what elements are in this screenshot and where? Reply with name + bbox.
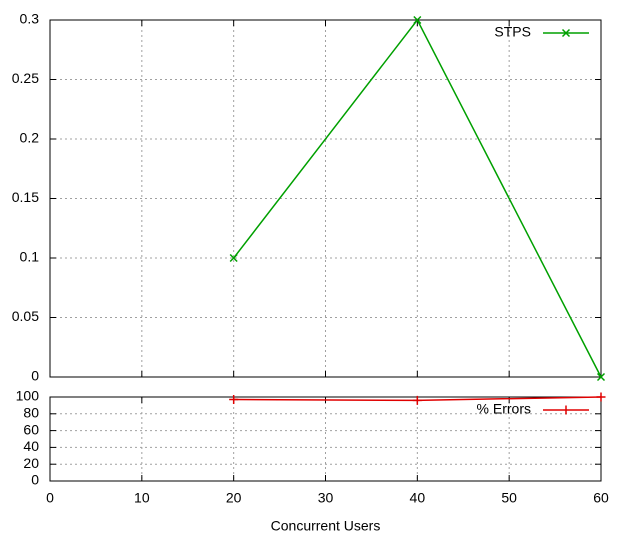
- y-tick-label: 20: [23, 455, 39, 471]
- y-tick-label: 0.2: [20, 130, 40, 146]
- marker: [412, 395, 422, 405]
- plot-frame: [49, 396, 602, 482]
- legend-label: % Errors: [477, 401, 531, 417]
- x-tick-label: 0: [46, 490, 54, 506]
- y-tick-label: 100: [16, 388, 40, 404]
- y-tick-label: 80: [23, 405, 39, 421]
- y-tick-label: 0.05: [12, 308, 39, 324]
- legend-marker: [561, 28, 571, 38]
- plot-frame: [49, 19, 602, 378]
- x-tick-label: 20: [226, 490, 242, 506]
- x-tick-label: 30: [318, 490, 334, 506]
- y-tick-label: 0: [31, 368, 39, 384]
- y-tick-label: 0.1: [20, 249, 40, 265]
- y-tick-label: 0.3: [20, 11, 40, 27]
- x-tick-label: 50: [501, 490, 517, 506]
- x-tick-label: 10: [134, 490, 150, 506]
- marker: [413, 15, 422, 25]
- x-tick-label: 40: [410, 490, 426, 506]
- y-tick-label: 60: [23, 421, 39, 437]
- y-tick-label: 0: [31, 472, 39, 488]
- y-tick-label: 40: [23, 438, 39, 454]
- y-tick-label: 0.15: [12, 189, 39, 205]
- x-tick-label: 60: [593, 490, 609, 506]
- marker: [596, 372, 606, 382]
- legend-label: STPS: [494, 24, 531, 40]
- y-tick-label: 0.25: [12, 70, 39, 86]
- marker: [229, 395, 239, 405]
- x-axis-label: Concurrent Users: [271, 518, 381, 534]
- marker: [229, 253, 238, 263]
- marker: [596, 392, 606, 402]
